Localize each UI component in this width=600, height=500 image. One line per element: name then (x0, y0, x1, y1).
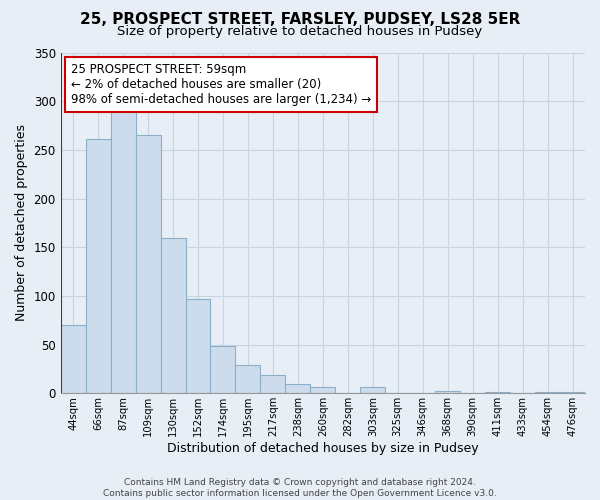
Bar (260, 375, 286, 394)
Bar (211, 346, 235, 394)
Bar (560, 392, 585, 394)
Bar (61, 325, 86, 394)
Bar (286, 384, 310, 394)
Bar (235, 365, 260, 394)
Bar (535, 392, 560, 394)
Text: 25, PROSPECT STREET, FARSLEY, PUDSEY, LS28 5ER: 25, PROSPECT STREET, FARSLEY, PUDSEY, LS… (80, 12, 520, 28)
Bar (110, 108, 136, 394)
Bar (86, 139, 110, 394)
Bar (185, 299, 211, 394)
Y-axis label: Number of detached properties: Number of detached properties (15, 124, 28, 322)
Bar (136, 136, 161, 394)
Bar (161, 238, 185, 394)
Text: Contains HM Land Registry data © Crown copyright and database right 2024.
Contai: Contains HM Land Registry data © Crown c… (103, 478, 497, 498)
Text: Size of property relative to detached houses in Pudsey: Size of property relative to detached ho… (118, 25, 482, 38)
Bar (360, 388, 385, 394)
Bar (485, 392, 510, 394)
Bar (435, 392, 460, 394)
X-axis label: Distribution of detached houses by size in Pudsey: Distribution of detached houses by size … (167, 442, 479, 455)
Bar (310, 388, 335, 394)
Text: 25 PROSPECT STREET: 59sqm
← 2% of detached houses are smaller (20)
98% of semi-d: 25 PROSPECT STREET: 59sqm ← 2% of detach… (71, 62, 371, 106)
